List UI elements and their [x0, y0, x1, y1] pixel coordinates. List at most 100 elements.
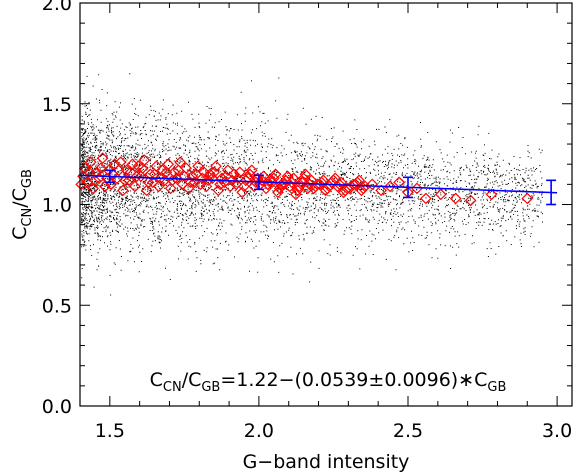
mean-diamond — [236, 186, 249, 199]
equation-text: C — [150, 369, 163, 391]
mean-diamond — [393, 176, 405, 189]
mean-diamond — [384, 180, 396, 193]
mean-diamond — [194, 178, 207, 191]
mean-diamond — [99, 180, 111, 193]
mean-diamond — [222, 164, 234, 177]
fit-line — [79, 174, 558, 194]
mean-diamond — [126, 158, 139, 171]
y-title-slash: /C — [9, 188, 31, 208]
mean-diamond — [291, 184, 304, 197]
mean-diamond — [206, 172, 219, 185]
equation-subscript: CN — [163, 380, 182, 395]
mean-diamond — [233, 166, 246, 179]
mean-diamond — [210, 160, 222, 173]
equation-text: =1.22−(0.0539±0.0096)∗C — [220, 369, 487, 391]
equation-text: /C — [182, 369, 202, 391]
mean-diamond — [242, 172, 255, 185]
equation-subscript: GB — [201, 380, 220, 395]
mean-diamond — [214, 178, 226, 191]
error-bar — [403, 176, 413, 199]
mean-diamond — [112, 164, 125, 177]
mean-diamond — [83, 166, 95, 179]
mean-diamond — [138, 154, 151, 167]
mean-diamond — [245, 164, 258, 177]
mean-diamond — [182, 182, 195, 195]
mean-diamond — [198, 166, 210, 179]
mean-diamond — [162, 158, 175, 171]
mean-diamond — [248, 180, 260, 193]
mean-diamond — [168, 166, 181, 179]
mean-diamond — [317, 174, 330, 187]
x-tick-label: 2.0 — [244, 420, 274, 442]
mean-diamond — [293, 180, 306, 193]
y-tick-label: 0.5 — [42, 295, 72, 317]
mean-diamond — [146, 176, 159, 189]
mean-diamond — [272, 186, 284, 199]
mean-diamond — [90, 166, 103, 179]
mean-diamond — [89, 174, 101, 187]
error-bar — [104, 169, 115, 184]
mean-diamond — [366, 178, 379, 191]
mean-diamond — [95, 162, 107, 175]
mean-diamond — [75, 178, 88, 191]
mean-diamond — [123, 174, 135, 187]
y-tick-label: 2.0 — [42, 0, 72, 15]
mean-diamond — [266, 176, 278, 189]
mean-diamond — [232, 172, 244, 185]
mean-diamond — [184, 176, 197, 189]
mean-diamond — [180, 162, 193, 175]
error-bar — [253, 174, 264, 191]
mean-diamond — [142, 176, 155, 189]
y-title-sub1: CN — [20, 208, 35, 227]
mean-diamond — [118, 174, 131, 187]
y-axis-title: CCN/CGB — [9, 169, 35, 240]
mean-diamond — [130, 170, 143, 183]
mean-diamond — [260, 182, 272, 195]
mean-diamond — [420, 192, 432, 205]
mean-diamond — [84, 156, 97, 169]
mean-diamond — [267, 172, 280, 185]
mean-diamond — [485, 188, 498, 201]
mean-diamond — [464, 194, 477, 207]
fit-line-group — [79, 174, 558, 194]
mean-diamond — [244, 168, 256, 181]
mean-diamond — [375, 184, 388, 197]
mean-diamond — [269, 168, 282, 181]
mean-diamond — [192, 160, 204, 173]
mean-diamond — [150, 160, 163, 173]
mean-diamond — [204, 168, 216, 181]
mean-diamond — [230, 178, 243, 191]
mean-diamond — [129, 180, 141, 193]
mean-diamond — [285, 176, 298, 189]
mean-diamond — [148, 168, 161, 181]
y-tick-label: 1.5 — [42, 94, 72, 116]
mean-diamond — [208, 166, 221, 179]
fit-equation: CCN/CGB=1.22−(0.0539±0.0096)∗CGB — [150, 369, 507, 395]
mean-diamond — [216, 172, 228, 185]
mean-diamond — [134, 170, 147, 183]
mean-diamond — [174, 156, 187, 169]
mean-diamond — [299, 168, 312, 181]
mean-diamond — [335, 176, 348, 189]
plot-frame — [79, 2, 573, 407]
mean-diamond — [521, 192, 534, 205]
x-tick-label: 3.0 — [542, 420, 572, 442]
mean-diamond — [152, 180, 165, 193]
error-bar — [546, 179, 557, 206]
mean-diamond — [140, 184, 153, 197]
mean-diamond — [196, 172, 209, 185]
y-tick-label: 1.0 — [42, 195, 72, 217]
mean-diamond — [449, 192, 462, 205]
y-title-sub2: GB — [20, 169, 35, 188]
axis-tick-labels: 1.5 2.0 2.5 3.0 0.0 0.5 1.0 1.5 2.0 — [42, 0, 572, 442]
mean-diamond — [200, 180, 213, 193]
y-title-main: C — [9, 227, 31, 240]
mean-diamond — [186, 170, 198, 183]
x-tick-label: 1.5 — [95, 420, 125, 442]
mean-diamond — [96, 152, 109, 165]
mean-diamond — [284, 180, 296, 193]
error-bars — [104, 169, 557, 206]
y-tick-label: 0.0 — [42, 396, 72, 418]
mean-diamond — [87, 182, 99, 195]
